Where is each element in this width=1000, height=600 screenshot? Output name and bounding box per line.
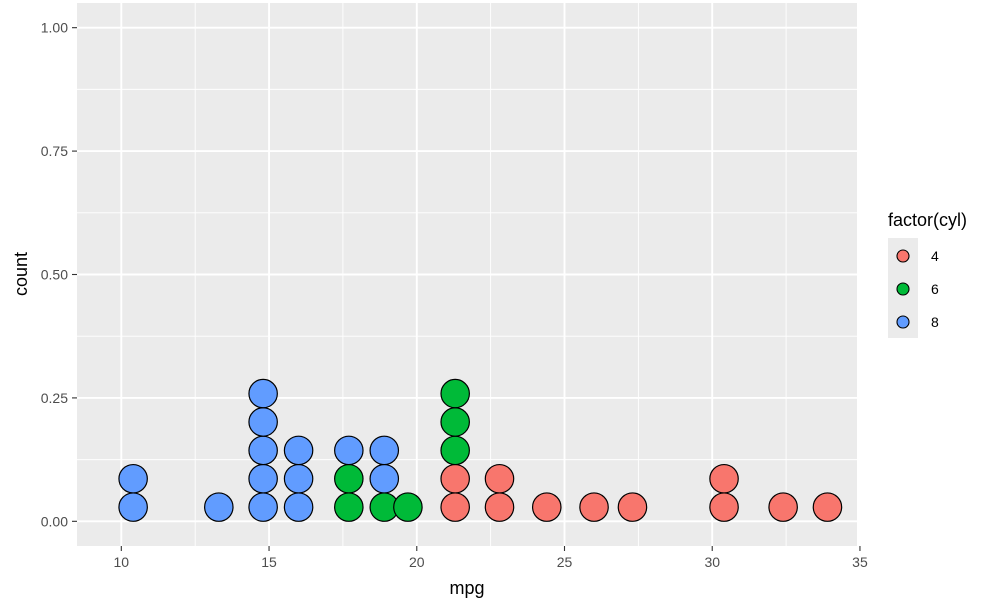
legend-label-cyl-6: 6 [931,281,939,297]
y-tick-label: 0.00 [41,513,68,529]
dot-cyl-6 [440,378,470,409]
legend: factor(cyl) 4 6 8 [888,210,967,338]
dot-cyl-8 [334,435,364,466]
y-axis-title: count [11,252,31,296]
dot-cyl-8 [283,463,314,494]
dot-cyl-6 [334,492,364,522]
dot-cyl-8 [369,463,400,494]
dot-cyl-6 [393,492,423,522]
dot-cyl-8 [369,435,400,466]
dot-cyl-4 [484,463,515,494]
y-tick-label: 0.50 [41,267,68,283]
dot-cyl-8 [248,378,278,409]
axes: 10 15 20 25 30 35 0.00 0.25 0.50 0.75 1.00 [41,20,868,570]
x-tick-label: 25 [557,554,573,570]
dot-cyl-4 [579,492,609,522]
x-tick-label: 10 [114,554,130,570]
dot-cyl-8 [204,492,234,522]
y-tick-label: 0.75 [41,143,68,159]
x-tick-label: 35 [852,554,868,570]
dot-cyl-4 [531,492,562,522]
dot-cyl-8 [283,435,314,466]
legend-label-cyl-8: 8 [931,314,939,330]
dot-cyl-4 [768,492,798,522]
dot-cyl-6 [440,407,470,437]
x-tick-label: 20 [409,554,425,570]
x-tick-label: 15 [261,554,277,570]
dot-cyl-4 [440,463,470,494]
dot-cyl-8 [248,492,278,522]
legend-items: 4 6 8 [896,248,939,330]
y-tick-label: 1.00 [41,20,68,36]
x-axis-title: mpg [449,578,484,598]
dot-cyl-4 [617,492,648,522]
x-tick-label: 30 [704,554,720,570]
dot-cyl-4 [440,492,470,522]
dot-cyl-4 [709,492,739,522]
dot-cyl-8 [248,463,278,494]
dot-cyl-8 [118,463,148,494]
dot-cyl-4 [812,492,843,522]
dot-cyl-8 [283,492,314,522]
dots [118,378,843,522]
y-tick-label: 0.25 [41,390,68,406]
dot-cyl-6 [334,463,364,494]
dot-cyl-4 [484,492,515,522]
legend-key-cyl-8 [896,315,910,329]
legend-key-cyl-6 [896,282,910,296]
dot-cyl-8 [248,435,278,466]
dot-cyl-6 [440,435,470,466]
legend-key-cyl-4 [896,249,910,263]
dot-cyl-8 [248,407,278,437]
dot-cyl-4 [709,463,739,494]
legend-title: factor(cyl) [888,210,967,230]
legend-label-cyl-4: 4 [931,248,939,264]
dot-cyl-8 [118,492,148,522]
